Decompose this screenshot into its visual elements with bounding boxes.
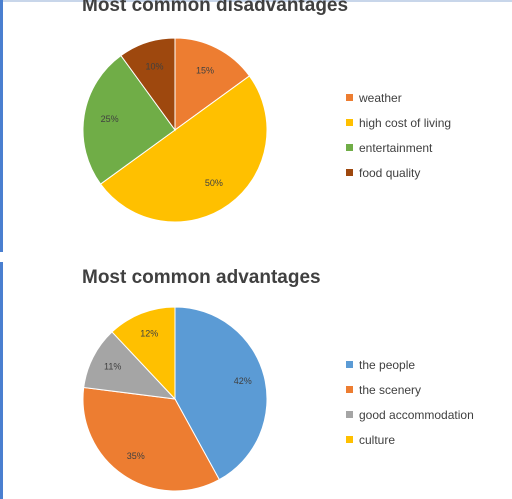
pie-slice-advantages-1 [82, 386, 220, 492]
legend-swatch [346, 169, 353, 176]
chart-title-advantages: Most common advantages [82, 267, 321, 288]
legend-swatch [346, 119, 353, 126]
legend-swatch [346, 436, 353, 443]
legend-label: the people [359, 357, 416, 372]
legend-disadvantages: weather high cost of living entertainment f… [346, 85, 451, 185]
pie-slice-disadvantages-0 [174, 37, 251, 131]
chart-title-disadvantages: Most common disadvantages [82, 0, 349, 16]
legend-advantages: the people the scenery good accommodation c… [346, 352, 474, 452]
legend-item-disadvantages-3: food quality [346, 160, 451, 185]
legend-label: the scenery [359, 382, 422, 397]
slice-label-disadvantages-3: 10% [146, 61, 164, 71]
legend-label: entertainment [359, 140, 433, 155]
legend-swatch [346, 386, 353, 393]
slice-label-advantages-1: 35% [127, 451, 145, 461]
slice-label-disadvantages-1: 50% [205, 178, 223, 188]
legend-label: food quality [359, 165, 421, 180]
slice-label-advantages-2: 11% [104, 362, 121, 372]
pie-slice-advantages-3 [111, 306, 176, 401]
pie-slice-disadvantages-2 [82, 54, 176, 185]
pie-chart-disadvantages: 15% 50% 25% 10% [82, 37, 268, 223]
pie-slice-disadvantages-3 [120, 37, 176, 132]
legend-label: culture [359, 432, 396, 447]
pie-slice-disadvantages-1 [99, 75, 268, 223]
pie-slice-advantages-0 [174, 306, 268, 481]
legend-label: weather [359, 90, 402, 105]
legend-swatch [346, 411, 353, 418]
legend-item-advantages-2: good accommodation [346, 402, 474, 427]
legend-item-advantages-3: culture [346, 427, 474, 452]
legend-swatch [346, 94, 353, 101]
legend-label: good accommodation [359, 407, 474, 422]
pie-chart-advantages: 42% 35% 11% 12% [82, 306, 268, 492]
legend-item-disadvantages-0: weather [346, 85, 451, 110]
legend-item-disadvantages-2: entertainment [346, 135, 451, 160]
legend-item-advantages-0: the people [346, 352, 474, 377]
slice-label-disadvantages-2: 25% [101, 114, 119, 124]
legend-swatch [346, 144, 353, 151]
slice-label-advantages-0: 42% [234, 376, 252, 386]
selection-border-left [0, 0, 3, 252]
legend-item-disadvantages-1: high cost of living [346, 110, 451, 135]
slice-label-disadvantages-0: 15% [196, 65, 214, 75]
legend-label: high cost of living [359, 115, 452, 130]
legend-item-advantages-1: the scenery [346, 377, 474, 402]
window-top-edge [3, 0, 512, 2]
slice-label-advantages-3: 12% [140, 328, 158, 338]
legend-swatch [346, 361, 353, 368]
selection-border-left-lower [0, 262, 3, 499]
